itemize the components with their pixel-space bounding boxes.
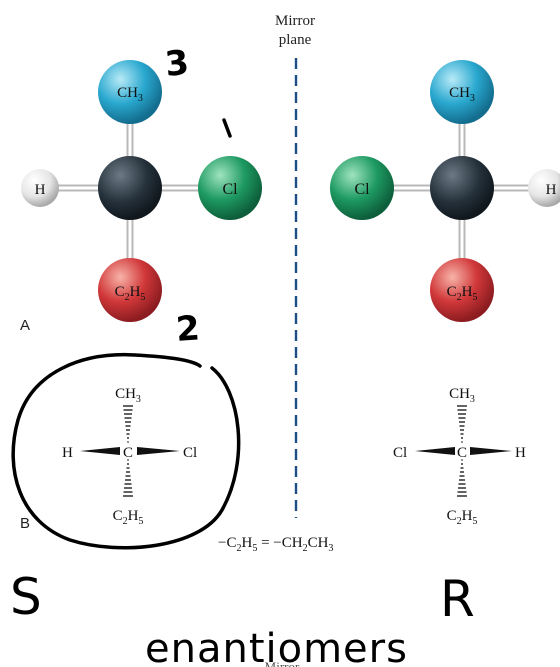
carbon-atom-left bbox=[98, 156, 162, 220]
annotation-number-1 bbox=[222, 118, 232, 138]
right-wedge-cl bbox=[415, 447, 455, 455]
svg-text:C: C bbox=[457, 445, 467, 461]
annotation-enantiomers: enantiomers bbox=[145, 626, 408, 667]
svg-text:H: H bbox=[62, 445, 73, 461]
ethyl-formula: −C2H5 = −CH2CH3 bbox=[218, 535, 333, 554]
svg-text:Cl: Cl bbox=[354, 181, 370, 198]
svg-text:C2H5: C2H5 bbox=[113, 508, 144, 527]
chlorine-atom-left bbox=[198, 156, 262, 220]
left-dash-up bbox=[123, 405, 133, 443]
mirror-label-line2: plane bbox=[279, 32, 312, 48]
right-dash-up bbox=[457, 405, 467, 443]
svg-text:Cl: Cl bbox=[222, 181, 238, 198]
right-wedge-h bbox=[470, 447, 512, 455]
svg-text:H: H bbox=[546, 182, 557, 198]
carbon-atom-right bbox=[430, 156, 494, 220]
hydrogen-atom-left bbox=[21, 169, 59, 207]
left-ball-stick-model: CH3 Cl H C2H5 bbox=[21, 60, 262, 322]
svg-text:H: H bbox=[35, 182, 46, 198]
ethyl-atom-right bbox=[430, 258, 494, 322]
ethyl-atom-left bbox=[98, 258, 162, 322]
svg-text:CH3: CH3 bbox=[117, 85, 143, 104]
methyl-atom-right bbox=[430, 60, 494, 124]
handwritten-annotations: 3 2 S R enantiomers bbox=[10, 43, 475, 667]
svg-text:Cl: Cl bbox=[393, 445, 407, 461]
annotation-number-3: 3 bbox=[163, 43, 191, 85]
mirror-label-line1: Mirror bbox=[275, 13, 315, 29]
svg-text:Cl: Cl bbox=[183, 445, 197, 461]
svg-text:C2H5: C2H5 bbox=[115, 284, 146, 303]
left-wedge-cl bbox=[137, 447, 180, 455]
panel-label-b: B bbox=[20, 515, 30, 532]
hydrogen-atom-right bbox=[528, 169, 560, 207]
annotation-circle bbox=[11, 352, 241, 550]
svg-text:CH3: CH3 bbox=[449, 85, 475, 104]
annotation-letter-r: R bbox=[440, 570, 475, 628]
panel-label-a: A bbox=[20, 317, 30, 334]
svg-text:CH3: CH3 bbox=[449, 386, 475, 405]
mirror-plane: Mirror plane Mirror bbox=[265, 13, 315, 667]
svg-text:H: H bbox=[515, 445, 526, 461]
mirror-label-bottom: Mirror bbox=[265, 659, 300, 667]
svg-text:C2H5: C2H5 bbox=[447, 508, 478, 527]
annotation-number-2: 2 bbox=[175, 308, 201, 350]
right-dash-down bbox=[457, 459, 467, 497]
left-dash-down bbox=[123, 459, 133, 497]
right-ball-stick-model: CH3 Cl H C2H5 bbox=[330, 60, 560, 322]
svg-text:CH3: CH3 bbox=[115, 386, 141, 405]
svg-text:C: C bbox=[123, 445, 133, 461]
left-wedge-h bbox=[80, 447, 120, 455]
annotation-letter-s: S bbox=[10, 568, 42, 626]
right-wedge-structure: CH3 Cl C H C2H5 bbox=[393, 386, 526, 527]
chlorine-atom-right bbox=[330, 156, 394, 220]
svg-text:C2H5: C2H5 bbox=[447, 284, 478, 303]
methyl-atom-left bbox=[98, 60, 162, 124]
left-wedge-structure: CH3 H C Cl C2H5 bbox=[62, 386, 197, 527]
